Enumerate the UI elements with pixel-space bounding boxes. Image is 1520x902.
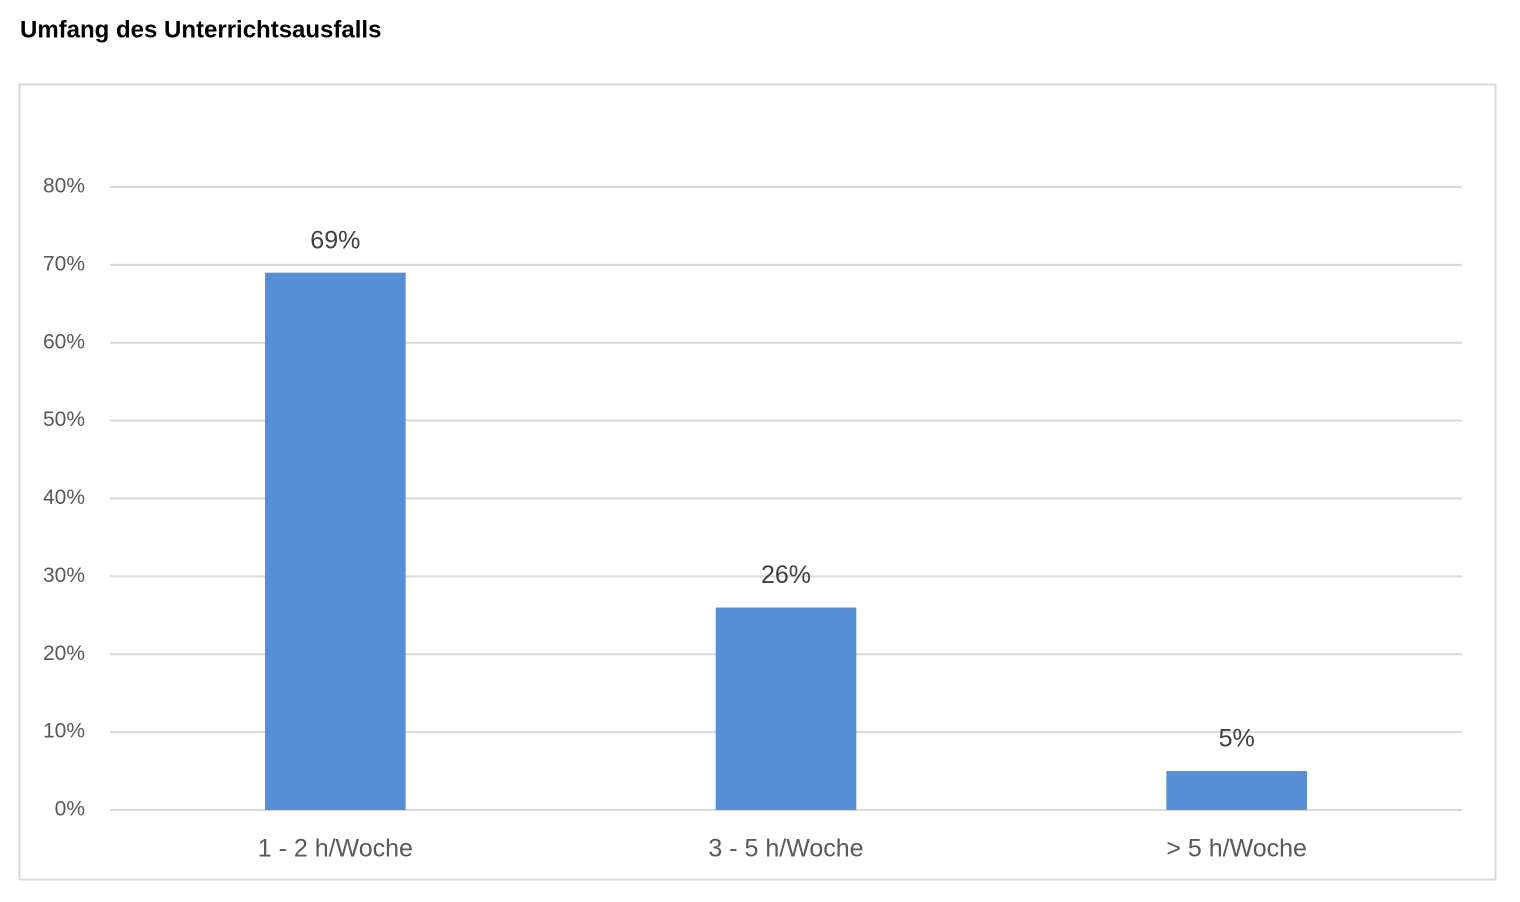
x-tick-label: > 5 h/Woche: [1166, 835, 1307, 863]
y-tick-label: 70%: [43, 252, 85, 275]
y-tick-label: 40%: [43, 486, 85, 509]
y-tick-label: 60%: [43, 330, 85, 353]
y-tick-label: 0%: [55, 798, 85, 821]
data-label: 26%: [761, 561, 811, 589]
bar: [265, 272, 406, 811]
x-tick-label: 1 - 2 h/Woche: [258, 835, 413, 863]
bar: [1166, 771, 1307, 810]
y-tick-label: 10%: [43, 720, 85, 743]
y-tick-label: 80%: [43, 175, 85, 198]
chart-frame: [18, 83, 1497, 881]
data-label: 5%: [1219, 725, 1255, 753]
y-tick-label: 50%: [43, 408, 85, 431]
chart-title: Umfang des Unterrichtsausfalls: [20, 16, 381, 43]
bar: [715, 607, 857, 810]
data-label: 69%: [310, 226, 360, 254]
y-tick-label: 20%: [43, 642, 85, 665]
y-tick-label: 30%: [43, 564, 85, 587]
x-tick-label: 3 - 5 h/Woche: [708, 835, 863, 863]
